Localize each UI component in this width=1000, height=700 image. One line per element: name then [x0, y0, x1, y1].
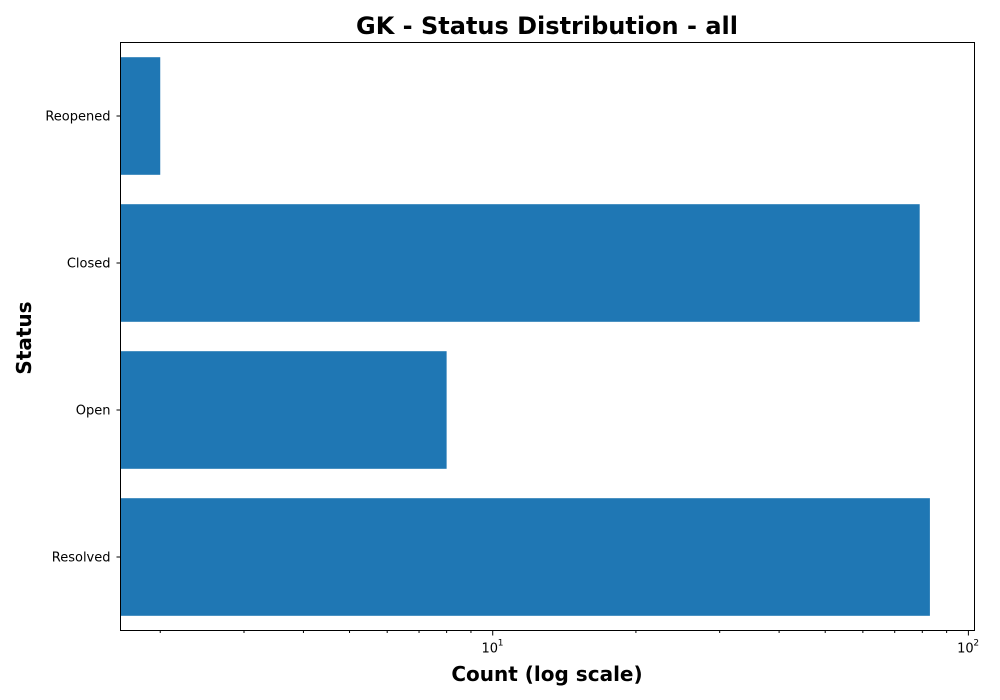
y-tick-label-open: Open: [76, 404, 111, 419]
bar-resolved: [120, 498, 930, 616]
x-tick-label: 10: [957, 642, 974, 657]
x-tick-exponent: 2: [973, 639, 979, 649]
bar-reopened: [120, 57, 161, 175]
chart-title: GK - Status Distribution - all: [356, 12, 738, 40]
y-axis-ticks: Resolved Open Closed Reopened: [45, 110, 121, 566]
bar-closed: [120, 204, 920, 322]
x-axis-label: Count (log scale): [451, 662, 642, 686]
y-tick-label-resolved: Resolved: [52, 551, 111, 566]
y-axis-label: Status: [12, 301, 36, 374]
bar-open: [120, 351, 447, 469]
x-axis-ticks: 10 1 10 2: [159, 630, 979, 657]
y-tick-label-reopened: Reopened: [45, 110, 110, 125]
x-tick-label: 10: [481, 642, 498, 657]
bars-group: [120, 57, 930, 616]
y-tick-label-closed: Closed: [67, 257, 111, 272]
x-tick-exponent: 1: [498, 639, 504, 649]
plot-frame: [120, 42, 975, 631]
